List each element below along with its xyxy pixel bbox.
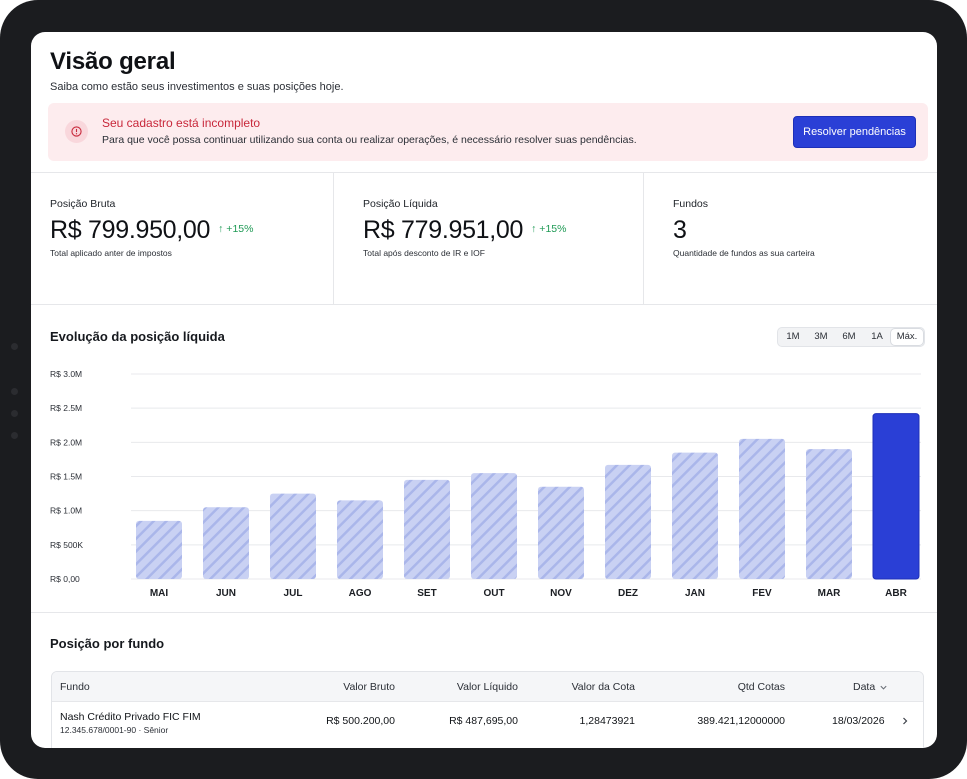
kpi-note: Total após desconto de IR e IOF: [363, 248, 485, 258]
y-tick-label: R$ 1.5M: [50, 472, 82, 482]
page-header: Visão geral Saiba como estão seus invest…: [50, 48, 344, 93]
kpi-fundos: Fundos 3 Quantidade de fundos as sua car…: [673, 198, 815, 258]
funds-section-title: Posição por fundo: [50, 636, 165, 651]
bar-set[interactable]: [404, 479, 450, 579]
x-tick-label: MAR: [818, 588, 842, 599]
y-tick-label: R$ 1.0M: [50, 506, 82, 516]
fund-valor-liquido: R$ 487,695,00: [449, 715, 518, 727]
fund-valor-cota: 1,28473921: [579, 715, 635, 727]
divider: [333, 172, 334, 304]
divider: [643, 172, 644, 304]
y-tick-label: R$ 2.0M: [50, 437, 82, 447]
fund-data: 18/03/2026: [832, 715, 885, 727]
fund-detail: 12.345.678/0001-90 · Sênior: [60, 725, 169, 735]
kpi-note: Quantidade de fundos as sua carteira: [673, 248, 815, 258]
chevron-down-icon: [880, 685, 887, 690]
side-button: [11, 388, 18, 395]
bar-jul[interactable]: [270, 493, 316, 579]
bar-mai[interactable]: [136, 520, 182, 579]
column-header-valor-liquido: Valor Líquido: [456, 681, 518, 693]
fund-name: Nash Crédito Privado FIC FIM: [60, 711, 201, 723]
column-header-valor-bruto: Valor Bruto: [343, 681, 395, 693]
bar-nov[interactable]: [538, 486, 584, 579]
kpi-posicao-liquida: Posição Líquida R$ 779.951,00 ↑ +15% Tot…: [363, 198, 566, 258]
kpi-value: R$ 799.950,00: [50, 216, 211, 244]
kpi-value: 3: [673, 216, 687, 244]
fund-valor-bruto: R$ 500.200,00: [326, 715, 395, 727]
x-tick-label: DEZ: [618, 588, 638, 599]
page-title: Visão geral: [50, 48, 176, 75]
table-header: Fundo Valor Bruto Valor Líquido Valor da…: [52, 672, 923, 702]
y-tick-label: R$ 500K: [50, 540, 83, 550]
bar-mar[interactable]: [806, 449, 852, 579]
x-tick-label: JUN: [216, 588, 236, 599]
x-tick-label: FEV: [752, 588, 772, 599]
range-option-1a[interactable]: 1A: [871, 331, 883, 342]
time-range-selector: 1M 3M 6M 1A Máx.: [777, 327, 925, 347]
range-option-6m[interactable]: 6M: [842, 331, 856, 342]
x-tick-label: OUT: [483, 588, 504, 599]
range-option-1m[interactable]: 1M: [786, 331, 800, 342]
range-option-max[interactable]: Máx.: [891, 329, 923, 345]
range-option-3m[interactable]: 3M: [814, 331, 828, 342]
column-header-fundo: Fundo: [60, 681, 90, 693]
funds-table: Fundo Valor Bruto Valor Líquido Valor da…: [51, 671, 924, 748]
x-tick-label: NOV: [550, 588, 572, 599]
net-position-chart: R$ 0,00 R$ 500K R$ 1.0M R$ 1.5M R$ 2.0M R$ 2.…: [50, 369, 921, 599]
kpi-delta: ↑ +15%: [218, 223, 254, 235]
bar-out[interactable]: [471, 473, 517, 579]
kpi-value: R$ 779.951,00: [363, 216, 524, 244]
kpi-label: Posição Bruta: [50, 198, 116, 210]
kpi-note: Total aplicado anter de impostos: [50, 248, 172, 258]
alert-title: Seu cadastro está incompleto: [102, 116, 261, 130]
kpi-posicao-bruta: Posição Bruta R$ 799.950,00 ↑ +15% Total…: [50, 198, 253, 258]
bar-dez[interactable]: [605, 464, 651, 579]
alert-circle-icon: [65, 120, 88, 143]
screen: Visão geral Saiba como estão seus invest…: [31, 32, 937, 748]
side-button: [11, 410, 18, 417]
column-header-data-label: Data: [853, 681, 876, 693]
x-tick-label: AGO: [349, 588, 372, 599]
divider: [31, 172, 937, 173]
fund-qtd-cotas: 389.421,12000000: [697, 715, 785, 727]
bar-ago[interactable]: [337, 500, 383, 579]
kpi-label: Fundos: [673, 198, 709, 210]
resolve-pending-button[interactable]: Resolver pendências: [793, 116, 916, 148]
table-row[interactable]: Nash Crédito Privado FIC FIM 12.345.678/…: [52, 702, 923, 748]
x-tick-label: JUL: [284, 588, 303, 599]
alert-message: Para que você possa continuar utilizando…: [102, 134, 637, 146]
chart-title: Evolução da posição líquida: [50, 329, 225, 344]
y-tick-label: R$ 3.0M: [50, 369, 82, 379]
x-tick-label: MAI: [150, 588, 169, 599]
bar-jun[interactable]: [203, 507, 249, 579]
side-button: [11, 343, 18, 350]
x-tick-label: SET: [417, 588, 436, 599]
bar-abr[interactable]: [872, 413, 920, 580]
incomplete-registration-alert: Seu cadastro está incompleto Para que vo…: [48, 103, 928, 161]
bar-jan[interactable]: [672, 452, 718, 579]
column-header-qtd-cotas: Qtd Cotas: [737, 681, 785, 693]
column-header-data[interactable]: Data: [853, 681, 888, 693]
kpi-label: Posição Líquida: [363, 198, 438, 210]
x-tick-label: JAN: [685, 588, 705, 599]
y-tick-label: R$ 2.5M: [50, 403, 82, 413]
side-button: [11, 432, 18, 439]
x-tick-label: ABR: [885, 588, 907, 599]
column-header-valor-cota: Valor da Cota: [571, 681, 635, 693]
page-subtitle: Saiba como estão seus investimentos e su…: [50, 81, 344, 93]
bar-fev[interactable]: [739, 438, 785, 579]
y-tick-label: R$ 0,00: [50, 574, 80, 584]
kpi-delta: ↑ +15%: [531, 223, 567, 235]
divider: [31, 304, 937, 305]
chevron-right-icon[interactable]: [900, 716, 910, 726]
divider: [31, 612, 937, 613]
